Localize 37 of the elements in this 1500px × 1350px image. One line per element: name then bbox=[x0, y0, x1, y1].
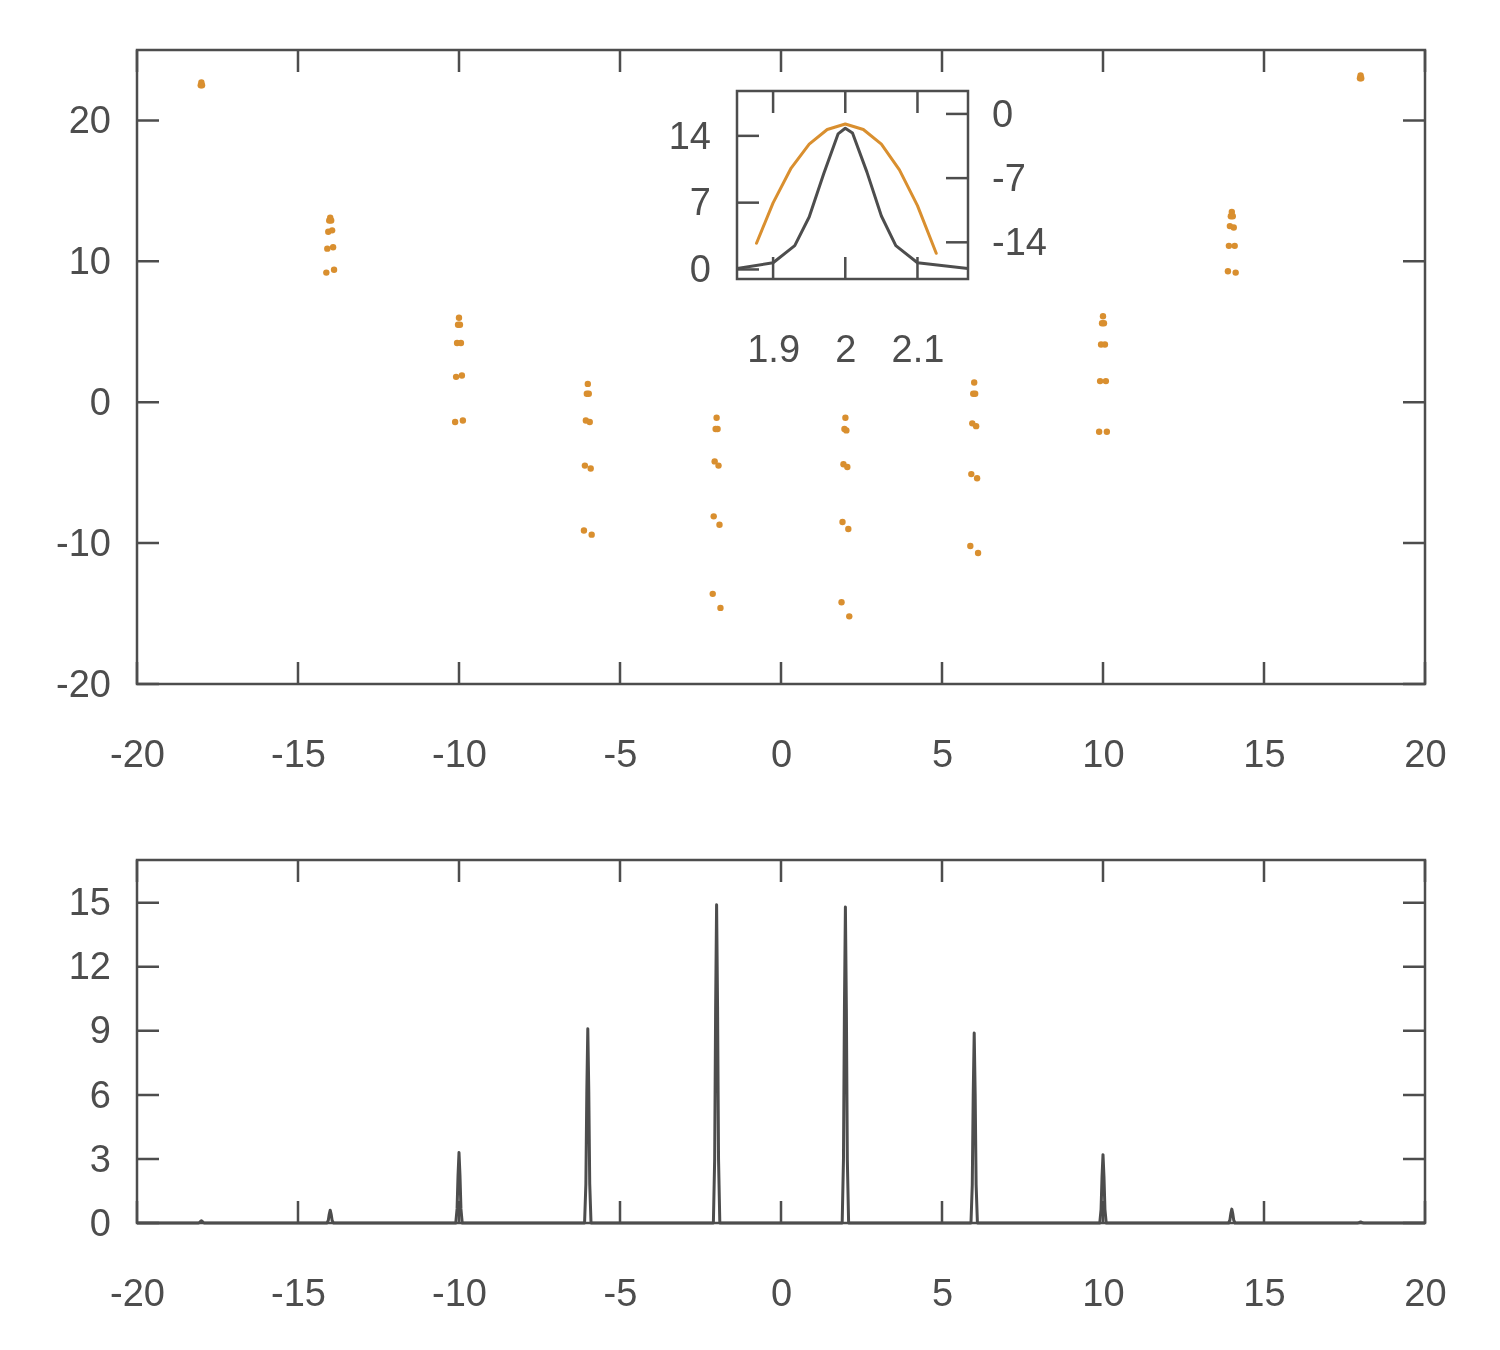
x-tick-label: 0 bbox=[770, 1271, 793, 1314]
x-tick-label: 10 bbox=[1082, 732, 1125, 775]
y2-tick-label: 0 bbox=[992, 92, 1014, 135]
x-tick-label: 10 bbox=[1082, 1271, 1125, 1314]
x-tick-label: 20 bbox=[1404, 732, 1447, 775]
y-tick-label: 0 bbox=[89, 1201, 111, 1244]
x-tick-label: 15 bbox=[1243, 732, 1286, 775]
y-tick-label: 6 bbox=[89, 1073, 111, 1116]
y-tick-label: 12 bbox=[68, 945, 111, 988]
x-tick-label: 5 bbox=[931, 732, 954, 775]
y-tick-label: 0 bbox=[89, 380, 111, 423]
line-series bbox=[754, 122, 938, 255]
y-tick-label: -20 bbox=[56, 662, 111, 705]
x-tick-label: -5 bbox=[603, 1271, 638, 1314]
y-tick-label: 0 bbox=[689, 248, 711, 291]
y-tick-label: 20 bbox=[68, 99, 111, 142]
y-tick-label: 15 bbox=[68, 881, 111, 924]
x-tick-label: 1.9 bbox=[747, 327, 801, 370]
y-tick-label: 9 bbox=[89, 1009, 111, 1052]
y-tick-label: -10 bbox=[56, 521, 111, 564]
y-tick-label: 7 bbox=[689, 181, 711, 224]
x-tick-label: 20 bbox=[1404, 1271, 1447, 1314]
y-tick-label: 14 bbox=[668, 114, 711, 157]
x-tick-label: 5 bbox=[931, 1271, 954, 1314]
x-tick-label: -10 bbox=[432, 1271, 487, 1314]
y-tick-label: 3 bbox=[89, 1137, 111, 1180]
x-tick-label: 2 bbox=[835, 327, 857, 370]
y-tick-label: 10 bbox=[68, 239, 111, 282]
x-tick-label: 15 bbox=[1243, 1271, 1286, 1314]
y2-tick-label: -7 bbox=[992, 156, 1026, 199]
x-tick-label: -10 bbox=[432, 732, 487, 775]
x-tick-label: 2.1 bbox=[891, 327, 945, 370]
x-tick-label: -15 bbox=[271, 732, 326, 775]
x-tick-label: 0 bbox=[770, 732, 793, 775]
x-tick-label: -5 bbox=[603, 732, 638, 775]
x-tick-label: -15 bbox=[271, 1271, 326, 1314]
y2-tick-label: -14 bbox=[992, 220, 1047, 263]
